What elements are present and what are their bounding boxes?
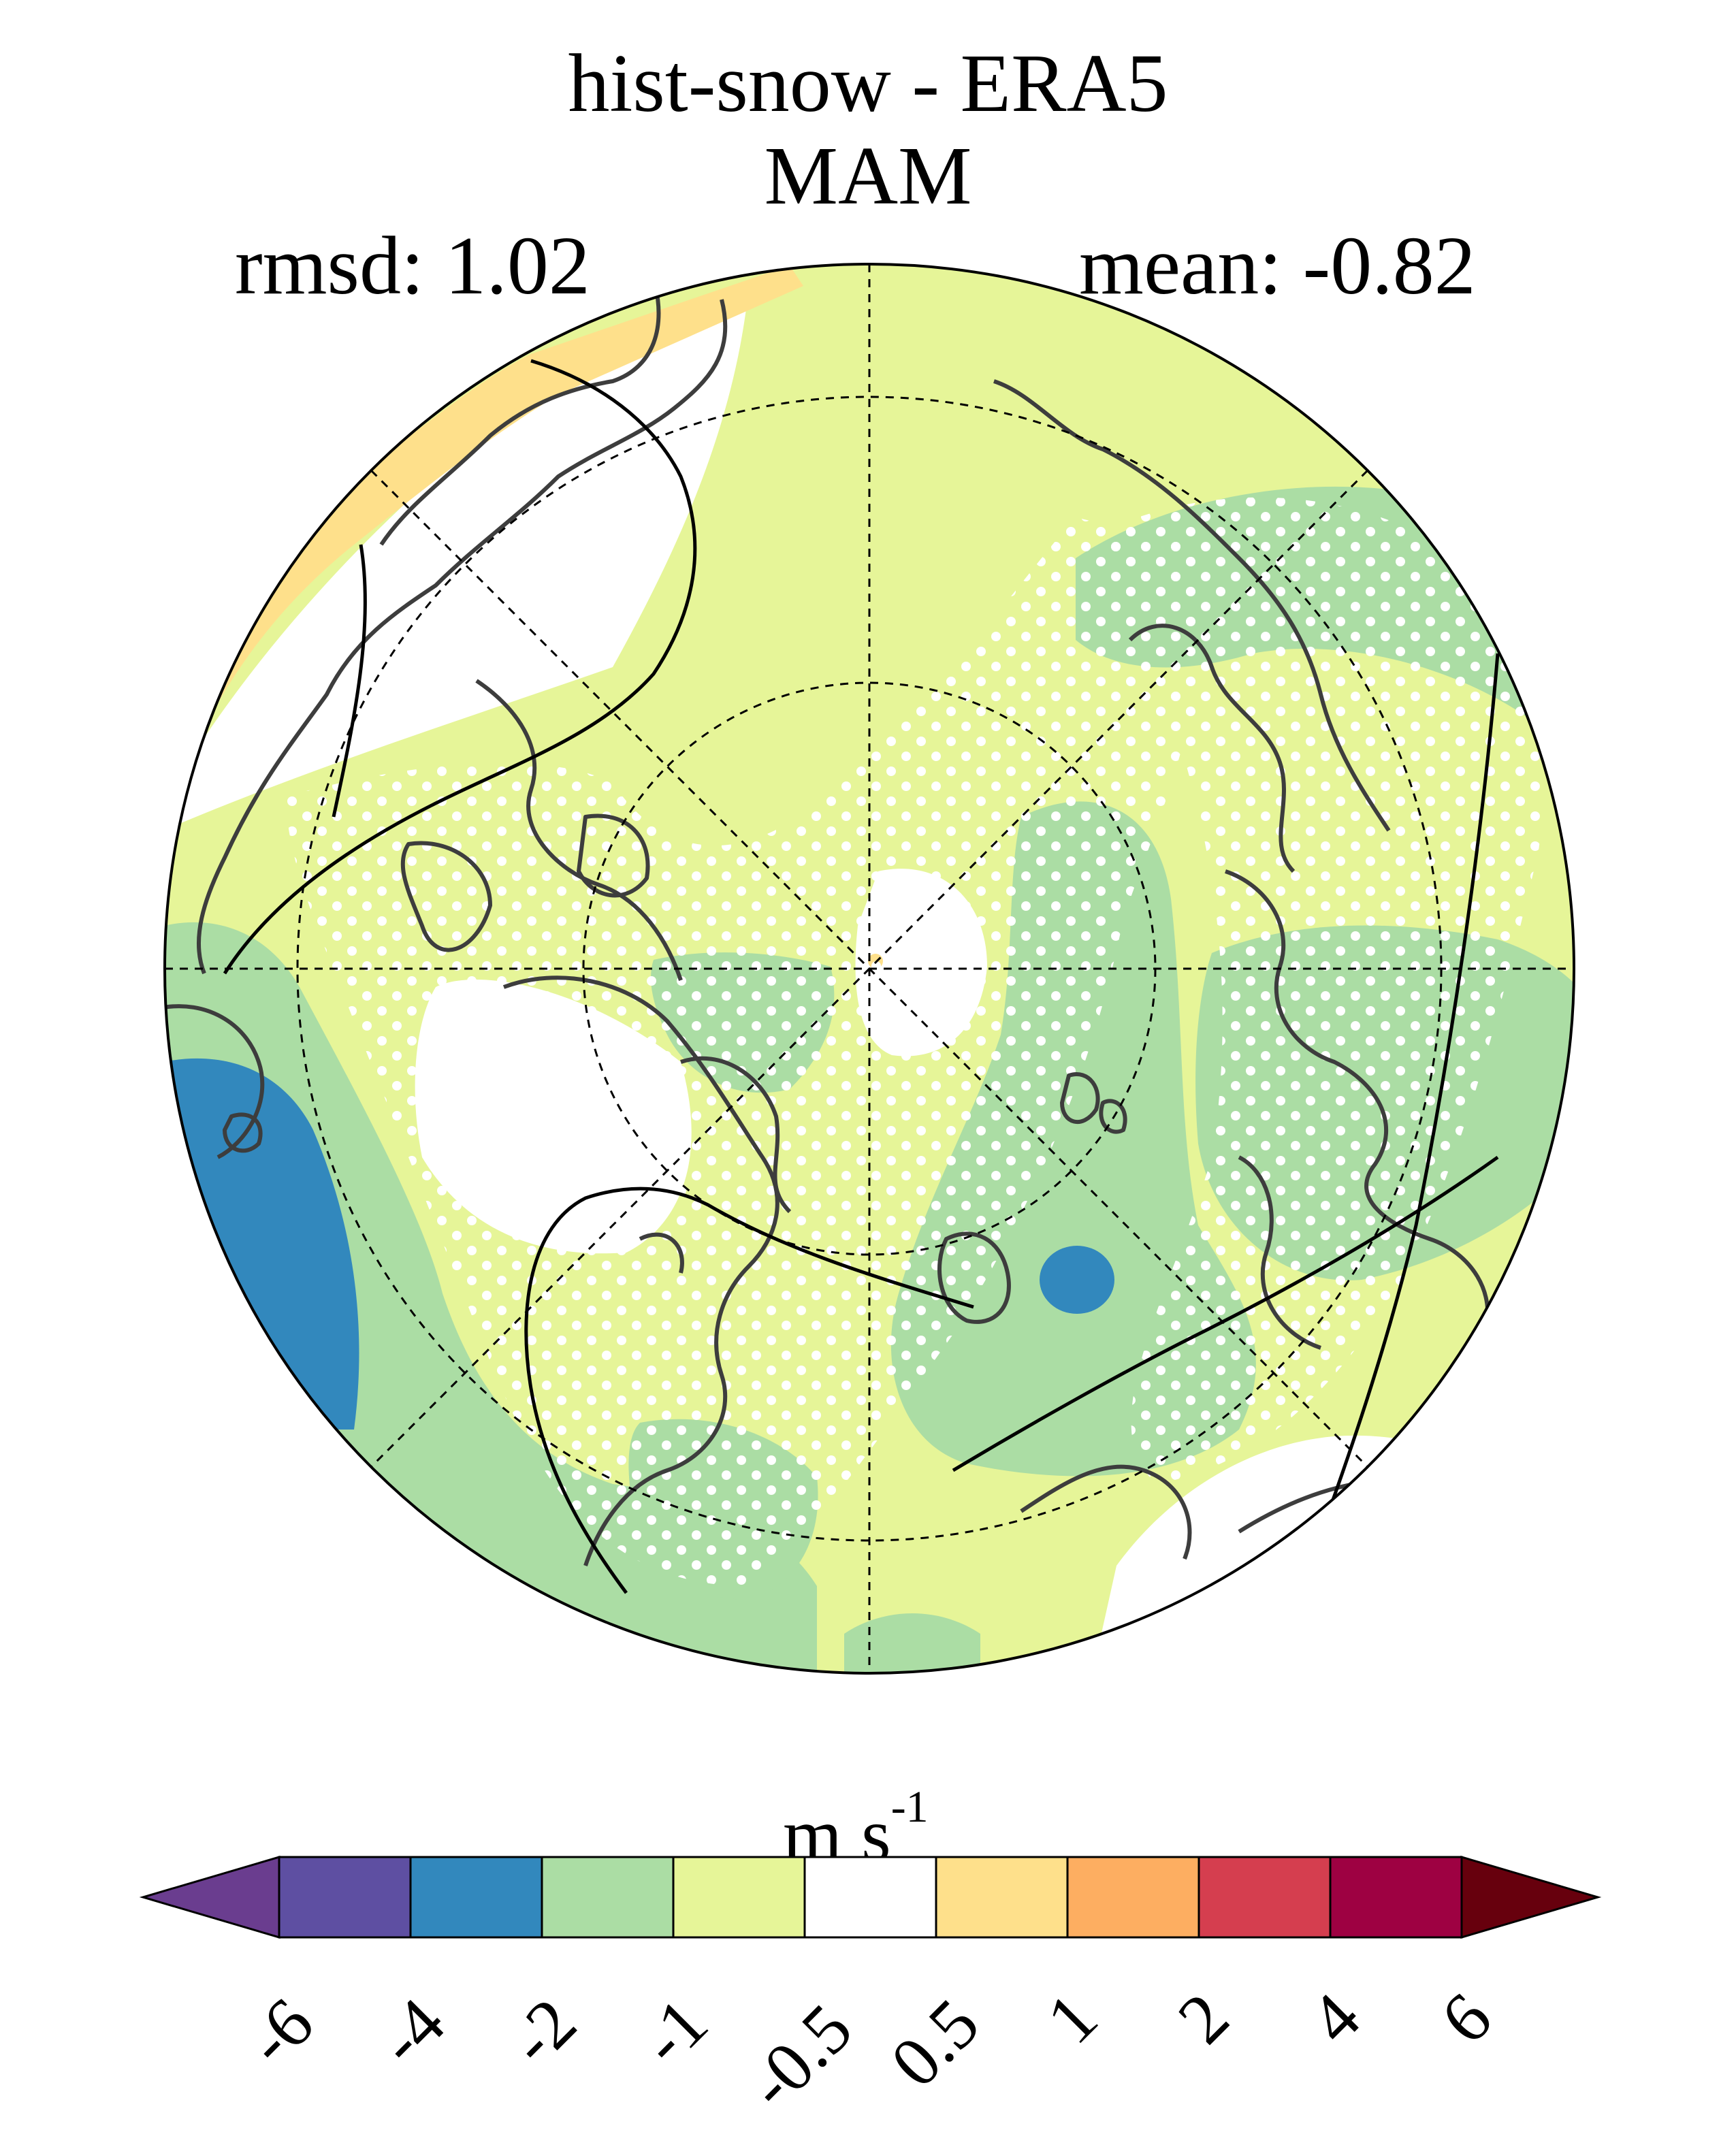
colorbar-box	[278, 1856, 412, 1939]
map-field	[165, 264, 1574, 1673]
mean-stat: mean: -0.82	[1079, 220, 1476, 312]
rmsd-stat: rmsd: 1.02	[235, 220, 590, 312]
colorbar-box	[409, 1856, 543, 1939]
season-label: MAM	[764, 130, 972, 222]
colorbar-box	[935, 1856, 1069, 1939]
map-title: hist-snow - ERA5	[568, 37, 1168, 129]
map-boundary	[163, 263, 1575, 1675]
colorbar-over-arrow	[1460, 1855, 1602, 1939]
colorbar-box	[1197, 1856, 1332, 1939]
graticule	[165, 264, 1574, 1673]
colorbar-box	[1066, 1856, 1200, 1939]
colorbar-box	[803, 1856, 937, 1939]
polar-map	[163, 263, 1575, 1675]
colorbar-box	[672, 1856, 806, 1939]
colorbar-under-arrow	[139, 1855, 280, 1939]
colorbar-box	[1329, 1856, 1463, 1939]
colorbar-box	[541, 1856, 675, 1939]
